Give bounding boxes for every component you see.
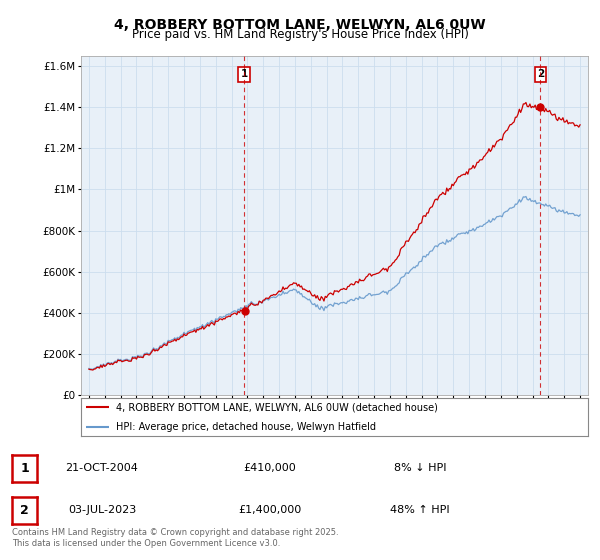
Text: 4, ROBBERY BOTTOM LANE, WELWYN, AL6 0UW: 4, ROBBERY BOTTOM LANE, WELWYN, AL6 0UW bbox=[114, 18, 486, 32]
Text: 8% ↓ HPI: 8% ↓ HPI bbox=[394, 463, 446, 473]
Text: 2: 2 bbox=[20, 503, 29, 517]
Text: Price paid vs. HM Land Registry's House Price Index (HPI): Price paid vs. HM Land Registry's House … bbox=[131, 28, 469, 41]
Text: £410,000: £410,000 bbox=[244, 463, 296, 473]
Text: 4, ROBBERY BOTTOM LANE, WELWYN, AL6 0UW (detached house): 4, ROBBERY BOTTOM LANE, WELWYN, AL6 0UW … bbox=[116, 402, 439, 412]
Text: 1: 1 bbox=[241, 69, 248, 80]
Text: 03-JUL-2023: 03-JUL-2023 bbox=[68, 505, 136, 515]
Text: Contains HM Land Registry data © Crown copyright and database right 2025.
This d: Contains HM Land Registry data © Crown c… bbox=[12, 528, 338, 548]
Text: 1: 1 bbox=[20, 461, 29, 475]
Text: 21-OCT-2004: 21-OCT-2004 bbox=[65, 463, 139, 473]
Text: HPI: Average price, detached house, Welwyn Hatfield: HPI: Average price, detached house, Welw… bbox=[116, 422, 376, 432]
Text: 2: 2 bbox=[537, 69, 544, 80]
Text: £1,400,000: £1,400,000 bbox=[238, 505, 302, 515]
Text: 48% ↑ HPI: 48% ↑ HPI bbox=[390, 505, 450, 515]
